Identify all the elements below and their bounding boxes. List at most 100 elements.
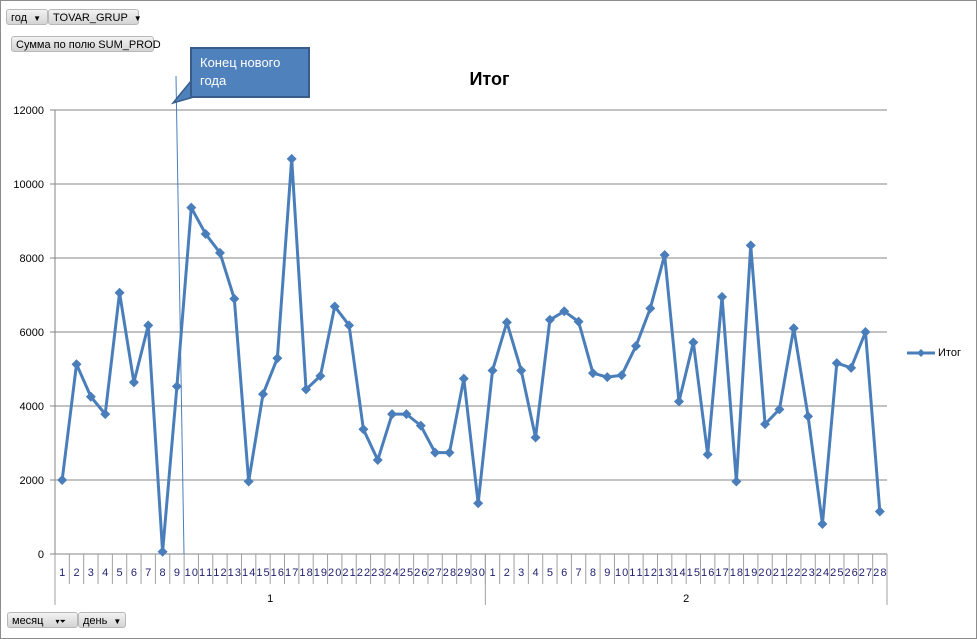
x-tick-label: 11 [629, 567, 642, 579]
x-tick-label: 16 [701, 567, 714, 579]
data-point [186, 202, 197, 213]
x-tick-label: 5 [547, 567, 553, 579]
data-point [372, 455, 383, 466]
y-tick-label: 2000 [20, 475, 44, 487]
x-tick-label: 24 [816, 567, 829, 579]
x-tick-label: 2 [73, 567, 79, 579]
x-tick-label: 13 [228, 567, 241, 579]
y-tick-label: 4000 [20, 401, 44, 413]
x-tick-label: 20 [328, 567, 341, 579]
data-point [717, 291, 728, 302]
data-point [143, 320, 154, 331]
data-point [846, 362, 857, 373]
data-point [788, 323, 799, 334]
x-tick-label: 10 [185, 567, 198, 579]
data-point [200, 228, 211, 239]
filter-month-button[interactable]: месяц ▾⏷ [7, 612, 78, 628]
data-point [214, 247, 225, 258]
x-tick-label: 25 [830, 567, 843, 579]
filter-tovar-grup-button[interactable]: TOVAR_GRUP ▼ [48, 9, 142, 25]
data-point [243, 476, 254, 487]
data-point [286, 153, 297, 164]
x-tick-label: 13 [658, 567, 671, 579]
x-tick-label: 23 [371, 567, 384, 579]
data-point [817, 519, 828, 530]
series-line [60, 157, 882, 554]
filter-year-label: год [11, 12, 28, 24]
data-point [473, 498, 484, 509]
x-tick-label: 7 [576, 567, 582, 579]
data-point [344, 320, 355, 331]
data-point [774, 404, 785, 415]
data-point [645, 303, 656, 314]
x-tick-label: 25 [400, 567, 413, 579]
x-tick-label: 3 [88, 567, 94, 579]
data-point [315, 371, 326, 382]
value-field-button[interactable]: Сумма по полю SUM_PROD [11, 36, 161, 52]
annotation-text-2: года [200, 73, 227, 88]
data-point [630, 341, 641, 352]
x-tick-label: 20 [758, 567, 771, 579]
chart-title: Итог [469, 69, 510, 89]
x-tick-label: 8 [160, 567, 166, 579]
data-point [272, 353, 283, 364]
data-point [114, 287, 125, 298]
x-tick-label: 21 [773, 567, 786, 579]
data-point [860, 327, 871, 337]
y-tick-label: 0 [38, 549, 44, 561]
x-tick-label: 3 [518, 567, 524, 579]
x-tick-label: 4 [102, 567, 108, 579]
legend-label: Итог [938, 347, 961, 359]
data-point [157, 546, 168, 557]
data-point [530, 432, 541, 443]
x-tick-label: 21 [342, 567, 355, 579]
dropdown-arrow-icon: ▼ [113, 617, 122, 626]
data-point [444, 447, 455, 458]
filter-day-button[interactable]: день ▼ [78, 612, 126, 628]
x-tick-label: 11 [199, 567, 212, 579]
x-tick-label: 28 [443, 567, 456, 579]
filter-year-button[interactable]: год ▼ [6, 9, 48, 25]
x-tick-label: 9 [174, 567, 180, 579]
data-point [301, 384, 312, 395]
data-point [85, 391, 96, 402]
x-tick-label: 24 [385, 567, 398, 579]
x-tick-label: 5 [116, 567, 122, 579]
x-tick-label: 12 [644, 567, 657, 579]
data-point [702, 449, 713, 460]
legend-marker-icon [907, 349, 935, 357]
data-point [501, 317, 512, 328]
data-point [674, 396, 684, 407]
x-tick-label: 2 [504, 567, 510, 579]
data-point [258, 389, 268, 400]
filter-funnel-icon: ▾⏷ [55, 617, 66, 626]
legend: Итог [907, 347, 961, 359]
x-tick-label: 29 [457, 567, 470, 579]
y-tick-label: 12000 [13, 105, 44, 117]
data-point [803, 411, 814, 422]
filter-day-label: день [83, 615, 108, 627]
annotation-callout[interactable]: Конец нового года [190, 47, 310, 98]
data-point [128, 377, 139, 388]
x-tick-label: 15 [256, 567, 269, 579]
data-point [415, 420, 426, 431]
data-point [731, 476, 742, 487]
dropdown-arrow-icon: ▼ [33, 14, 41, 23]
x-tick-label: 14 [672, 567, 685, 579]
x-tick-label: 14 [242, 567, 255, 579]
x-tick-label: 18 [730, 567, 743, 579]
data-point [458, 373, 469, 384]
x-tick-label: 10 [615, 567, 628, 579]
data-point [659, 250, 670, 261]
x-tick-label: 1 [59, 567, 65, 579]
x-tick-label: 12 [213, 567, 226, 579]
x-tick-label: 8 [590, 567, 596, 579]
x-tick-label: 17 [715, 567, 728, 579]
x-tick-label: 16 [271, 567, 284, 579]
y-tick-label: 8000 [20, 253, 44, 265]
annotation-line [175, 75, 185, 555]
x-tick-label: 18 [299, 567, 312, 579]
x-tick-label: 6 [131, 567, 137, 579]
